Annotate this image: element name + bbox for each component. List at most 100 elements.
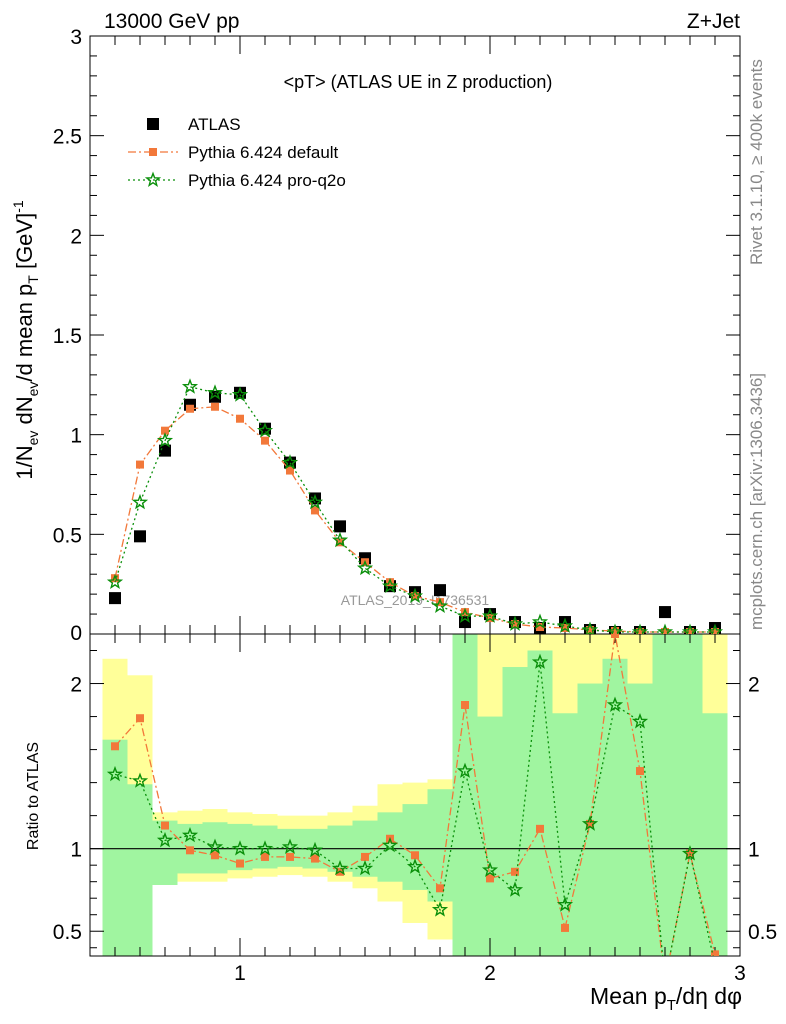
x-tick-label-0: 1 xyxy=(234,962,246,985)
x-tick-label-1: 2 xyxy=(484,962,496,985)
main-point-pythia-6-424-default-3 xyxy=(186,404,194,413)
main-point-pythia-6-424-pro-q2o-7 xyxy=(281,454,299,470)
main-point-pythia-6-424-pro-q2o-18 xyxy=(556,617,574,633)
plot-title: <pT> (ATLAS UE in Z production) xyxy=(284,72,553,92)
main-point-pythia-6-424-default-0 xyxy=(111,574,119,583)
main-point-pythia-6-424-default-1 xyxy=(136,460,144,469)
main-y-tick-label-2: 1.5 xyxy=(53,325,82,348)
main-point-pythia-6-424-default-16 xyxy=(511,620,519,629)
legend-marker-pythia-6-424-pro-q2o xyxy=(144,171,162,187)
main-y-tick-label-zero: 0 xyxy=(70,622,82,645)
ratio-point-pythia-6-424-default-14 xyxy=(461,701,469,710)
ratio-point-pythia-6-424-default-21 xyxy=(636,767,644,776)
ratio-point-pythia-6-424-default-18 xyxy=(561,923,569,932)
ratio-point-pythia-6-424-pro-q2o-1 xyxy=(131,772,149,788)
ratio-point-pythia-6-424-default-4 xyxy=(211,851,219,860)
ratio-point-pythia-6-424-default-5 xyxy=(236,859,244,868)
ratio-point-pythia-6-424-default-19 xyxy=(586,819,594,828)
main-point-pythia-6-424-default-8 xyxy=(311,506,319,515)
main-point-pythia-6-424-default-13 xyxy=(436,598,444,607)
stat-band-19 xyxy=(577,683,603,956)
x-tick-label-2: 3 xyxy=(734,962,746,985)
main-y-axis-label: 1/Nev dNev/d mean pT [GeV]-1 xyxy=(10,200,41,480)
stat-band-17 xyxy=(527,650,553,956)
main-point-pythia-6-424-pro-q2o-22 xyxy=(656,623,674,634)
main-point-pythia-6-424-pro-q2o-24 xyxy=(706,623,724,634)
main-point-pythia-6-424-pro-q2o-20 xyxy=(606,623,624,634)
ratio-point-pythia-6-424-pro-q2o-7 xyxy=(281,838,299,854)
stat-band-22 xyxy=(652,634,678,956)
legend-marker-atlas xyxy=(147,118,159,130)
mcplots-reference-label: mcplots.cern.ch [arXiv:1306.3436] xyxy=(747,373,766,630)
main-point-pythia-6-424-pro-q2o-4 xyxy=(206,384,224,400)
ratio-point-pythia-6-424-default-24 xyxy=(711,950,719,956)
x-axis-label-part-b: /dη dφ xyxy=(676,983,742,1009)
ratio-point-pythia-6-424-pro-q2o-4 xyxy=(206,838,224,854)
main-y-axis-label-part-a: 1/N xyxy=(12,445,37,479)
ratio-point-pythia-6-424-pro-q2o-11 xyxy=(381,836,399,853)
ratio-point-pythia-6-424-pro-q2o-19 xyxy=(581,815,599,831)
ratio-point-pythia-6-424-pro-q2o-14 xyxy=(456,762,474,778)
main-point-pythia-6-424-pro-q2o-0 xyxy=(106,573,124,590)
main-point-pythia-6-424-pro-q2o-6 xyxy=(256,422,274,438)
ratio-uncertainty-bands xyxy=(102,634,728,956)
stat-band-18 xyxy=(552,713,578,956)
rivet-version-label: Rivet 3.1.10, ≥ 400k events xyxy=(747,59,766,265)
ratio-point-pythia-6-424-pro-q2o-10 xyxy=(356,859,374,876)
ratio-point-pythia-6-424-default-17 xyxy=(536,824,544,833)
main-point-pythia-6-424-default-20 xyxy=(611,627,619,634)
stat-band-14 xyxy=(452,634,478,956)
main-point-pythia-6-424-pro-q2o-23 xyxy=(681,623,699,634)
ratio-point-pythia-6-424-pro-q2o-13 xyxy=(431,901,449,917)
main-point-pythia-6-424-pro-q2o-19 xyxy=(581,621,599,634)
legend-label-pythia-6-424-pro-q2o: Pythia 6.424 pro-q2o xyxy=(188,171,346,190)
legend-marker-pythia-6-424-default xyxy=(149,148,157,156)
axis-ticks xyxy=(89,35,741,956)
stat-band-13 xyxy=(427,789,453,902)
main-point-pythia-6-424-pro-q2o-8 xyxy=(306,493,324,510)
ratio-point-pythia-6-424-default-6 xyxy=(261,852,269,861)
main-point-pythia-6-424-default-11 xyxy=(386,578,394,587)
ratio-point-pythia-6-424-pro-q2o-9 xyxy=(331,859,349,876)
ratio-point-pythia-6-424-pro-q2o-21 xyxy=(631,712,649,729)
ratio-point-pythia-6-424-default-7 xyxy=(286,852,294,861)
ratio-y-tick-label-0: 0.5 xyxy=(53,921,82,944)
main-line-pythia-6-424-pro-q2o xyxy=(114,386,715,633)
main-point-pythia-6-424-default-14 xyxy=(461,608,469,617)
main-y-axis-label-sup: -1 xyxy=(10,200,26,213)
main-point-atlas-13 xyxy=(434,584,446,597)
main-point-pythia-6-424-default-2 xyxy=(161,426,169,435)
main-y-axis-label-sub-t: T xyxy=(25,275,41,284)
main-y-tick-label-1: 1 xyxy=(70,425,82,448)
stat-band-15 xyxy=(477,716,503,956)
main-series-layer xyxy=(106,378,724,634)
main-y-tick-label-4: 2.5 xyxy=(53,126,82,149)
main-point-pythia-6-424-default-4 xyxy=(211,402,219,411)
main-point-pythia-6-424-pro-q2o-15 xyxy=(481,607,499,623)
legend-label-atlas: ATLAS xyxy=(188,115,241,134)
main-point-pythia-6-424-pro-q2o-9 xyxy=(331,531,349,548)
main-point-pythia-6-424-pro-q2o-11 xyxy=(381,577,399,594)
header-process-label: Z+Jet xyxy=(687,10,740,33)
main-point-pythia-6-424-default-12 xyxy=(411,592,419,601)
legend-label-pythia-6-424-default: Pythia 6.424 default xyxy=(188,143,339,162)
ratio-y-tick-label-right-0: 0.5 xyxy=(748,921,777,944)
main-y-axis-label-sub-ev: ev xyxy=(25,431,41,446)
main-point-pythia-6-424-default-23 xyxy=(686,628,694,634)
x-axis-label-part-a: Mean p xyxy=(590,983,667,1009)
ratio-y-tick-label-right-2: 2 xyxy=(748,674,760,697)
ratio-line-pythia-6-424-pro-q2o xyxy=(114,662,714,956)
main-point-pythia-6-424-pro-q2o-1 xyxy=(131,493,149,510)
ratio-point-pythia-6-424-pro-q2o-23 xyxy=(681,845,699,861)
ratio-point-pythia-6-424-pro-q2o-5 xyxy=(231,840,249,856)
main-y-tick-label-0: 0.5 xyxy=(53,524,82,547)
main-point-pythia-6-424-default-24 xyxy=(711,628,719,634)
ratio-y-tick-label-right-1: 1 xyxy=(748,839,760,862)
main-point-atlas-22 xyxy=(659,606,671,619)
main-y-tick-label-5: 3 xyxy=(70,26,82,49)
legend: ATLAS Pythia 6.424 default Pythia 6.424 pr… xyxy=(128,115,346,190)
main-point-pythia-6-424-pro-q2o-14 xyxy=(456,607,474,623)
stat-band-6 xyxy=(252,825,278,869)
